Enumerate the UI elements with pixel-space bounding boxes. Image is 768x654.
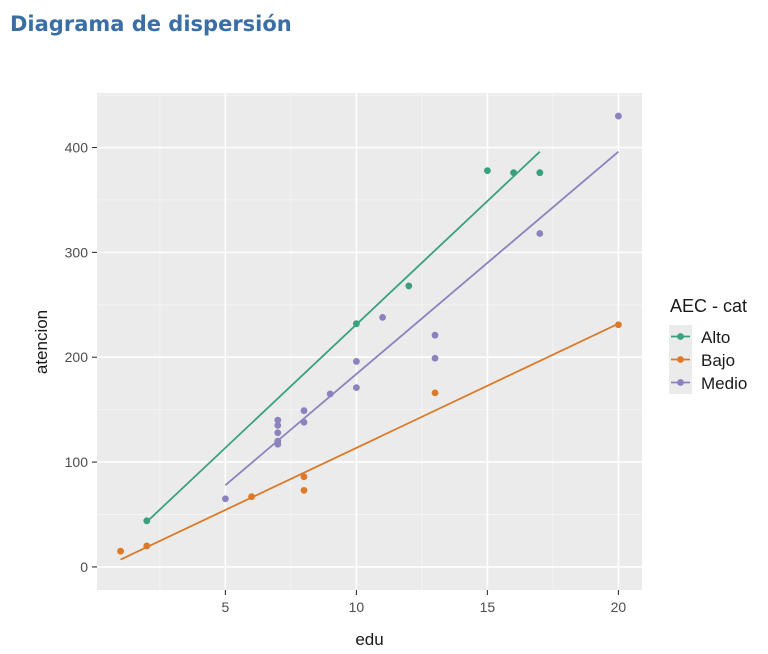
data-point-medio — [431, 354, 439, 362]
data-point-alto — [536, 169, 544, 177]
data-point-medio — [536, 230, 544, 237]
data-point-medio — [379, 313, 387, 321]
data-point-alto — [405, 282, 413, 290]
data-point-medio — [326, 390, 334, 398]
legend-items: Alto Bajo Medio — [669, 325, 747, 394]
data-point-alto — [143, 517, 151, 525]
data-point-bajo — [300, 486, 308, 494]
legend-marker-alto — [677, 333, 684, 340]
x-tick-label: 15 — [480, 599, 496, 615]
data-point-medio — [274, 429, 282, 437]
y-tick-label: 100 — [65, 454, 89, 470]
fit-line-bajo — [120, 322, 619, 561]
y-tick-label: 200 — [65, 349, 89, 365]
legend-label-alto: Alto — [701, 328, 730, 347]
legend-marker-medio — [677, 379, 684, 386]
x-tick-label: 20 — [611, 599, 627, 615]
legend-marker-bajo — [677, 356, 684, 363]
fit-lines — [120, 151, 620, 561]
data-point-bajo — [117, 547, 124, 555]
x-tick-label: 10 — [349, 599, 365, 615]
legend-title: AEC - cat — [670, 296, 747, 316]
data-point-bajo — [248, 493, 255, 501]
data-point-alto — [510, 169, 518, 177]
page-title: Diagrama de dispersión — [10, 12, 292, 36]
data-point-medio — [274, 421, 282, 429]
data-point-medio — [274, 416, 282, 424]
data-point-bajo — [615, 321, 622, 329]
data-point-medio — [300, 407, 308, 415]
data-point-medio — [615, 112, 622, 120]
data-point-medio — [352, 358, 360, 365]
data-point-alto — [484, 167, 491, 174]
data-point-bajo — [300, 473, 308, 481]
y-tick-label: 400 — [65, 140, 89, 156]
data-point-alto — [352, 320, 360, 328]
data-point-medio — [274, 440, 282, 448]
data-point-bajo — [143, 542, 151, 550]
data-point-bajo — [431, 389, 439, 397]
plot-panel — [97, 93, 642, 590]
axis-ticks — [92, 146, 619, 595]
data-points — [117, 112, 622, 555]
legend-label-bajo: Bajo — [701, 351, 735, 370]
fit-line-alto — [146, 151, 541, 523]
fit-line-medio — [224, 151, 620, 486]
data-point-medio — [221, 495, 229, 503]
data-point-medio — [431, 331, 439, 339]
x-tick-label: 5 — [221, 599, 229, 615]
y-tick-label: 300 — [65, 244, 89, 260]
y-tick-label: 0 — [80, 559, 88, 575]
data-point-medio — [300, 418, 308, 426]
legend: AEC - cat Alto Bajo Medio — [669, 296, 747, 394]
y-axis-title: atencion — [32, 310, 51, 374]
legend-label-medio: Medio — [701, 374, 747, 393]
x-axis-title: edu — [355, 630, 383, 649]
data-point-medio — [352, 384, 360, 392]
grid-lines — [97, 93, 642, 590]
